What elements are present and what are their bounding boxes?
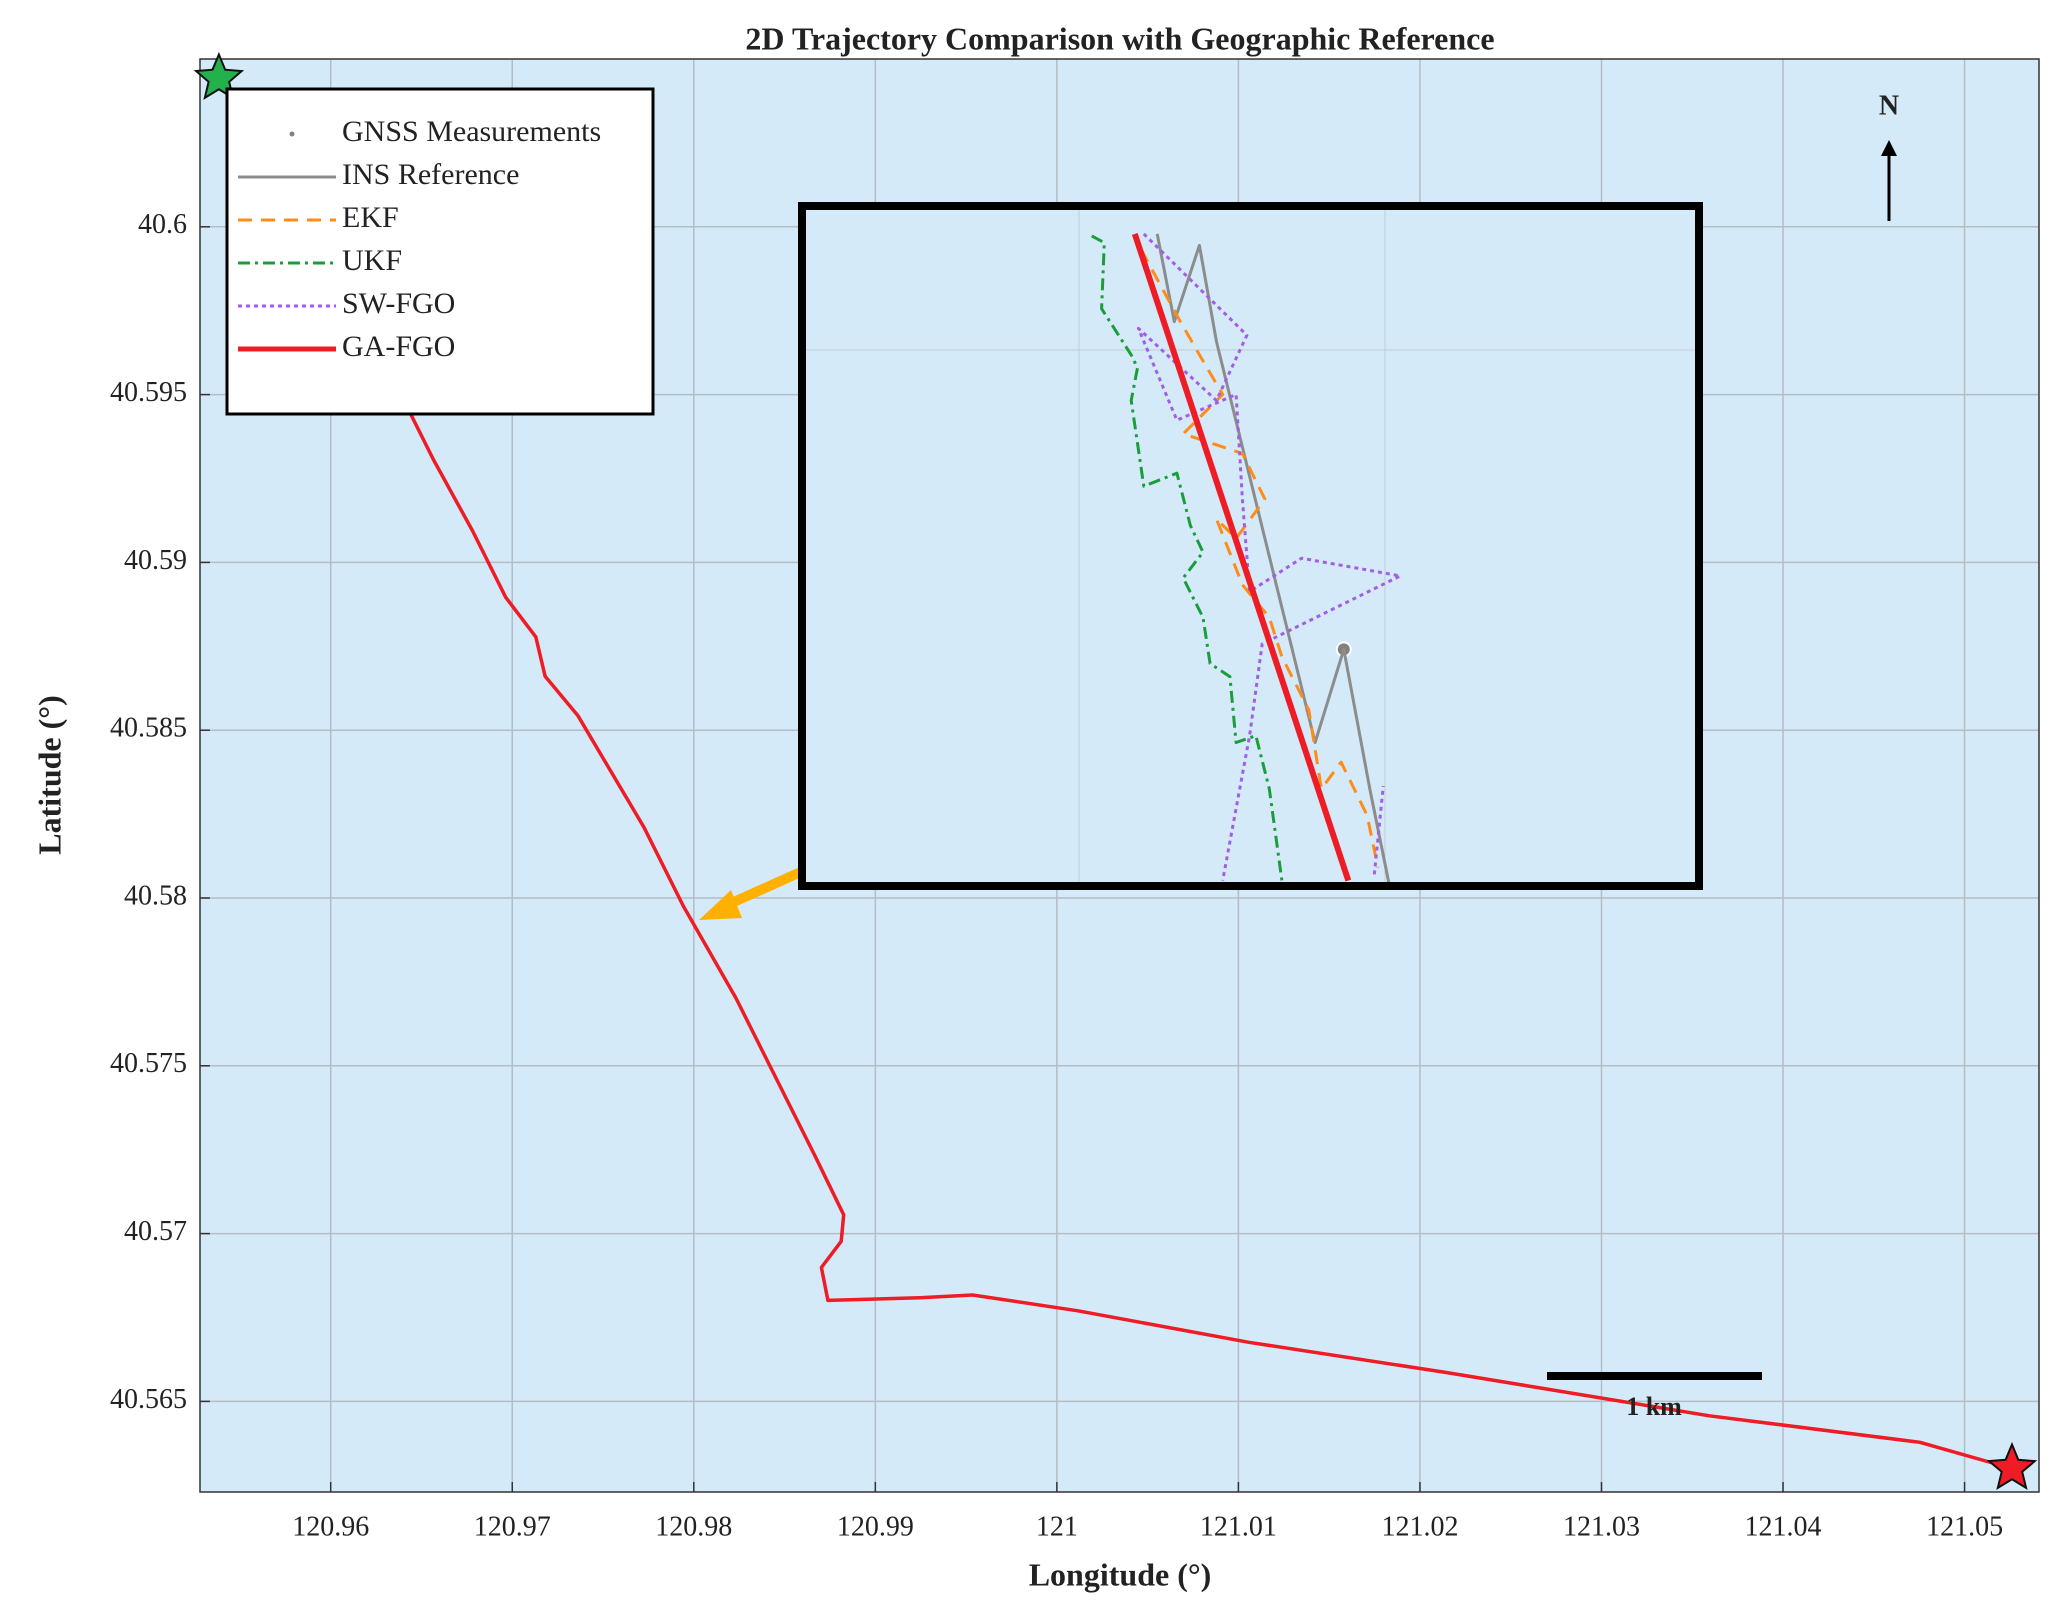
plot-frame <box>199 58 2040 1493</box>
x-tick-label: 120.96 <box>292 1511 369 1542</box>
x-tick-label: 121.03 <box>1563 1511 1640 1542</box>
x-tick-label: 120.97 <box>474 1511 551 1542</box>
north-arrow-head <box>1881 140 1897 156</box>
x-axis-label: Longitude (°) <box>1029 1556 1212 1592</box>
end-marker <box>1986 1441 2038 1491</box>
inset-line <box>1155 233 1391 887</box>
x-tick-label: 121.02 <box>1381 1511 1458 1542</box>
inset-line <box>1136 232 1402 881</box>
y-tick-label: 40.58 <box>124 880 187 911</box>
y-tick-label: 40.575 <box>110 1048 187 1079</box>
start-marker <box>193 51 245 101</box>
y-tick-label: 40.57 <box>124 1216 187 1247</box>
y-tick-label: 40.565 <box>110 1384 187 1415</box>
legend-box <box>225 87 655 416</box>
chart-title: 2D Trajectory Comparison with Geographic… <box>745 20 1494 56</box>
legend-label: INS Reference <box>342 158 519 191</box>
x-tick-label: 121 <box>1036 1511 1078 1542</box>
y-tick-label: 40.6 <box>138 209 187 240</box>
x-tick-label: 121.05 <box>1926 1511 2003 1542</box>
x-tick-label: 121.01 <box>1200 1511 1277 1542</box>
legend-label: UKF <box>342 244 402 277</box>
inset-background <box>802 206 1699 886</box>
legend-label: GA-FGO <box>342 330 455 363</box>
north-label: N <box>1879 90 1899 121</box>
zoom-arrow <box>720 865 810 911</box>
y-tick-label: 40.59 <box>124 545 187 576</box>
y-tick-label: 40.585 <box>110 713 187 744</box>
zoom-arrow-head <box>699 890 742 920</box>
x-tick-label: 120.99 <box>837 1511 914 1542</box>
legend-marker <box>289 131 295 137</box>
trajectory-line <box>217 77 2013 1471</box>
x-tick-label: 120.98 <box>655 1511 732 1542</box>
y-tick-label: 40.595 <box>110 377 187 408</box>
inset-line <box>1090 234 1284 881</box>
inset-line <box>1139 248 1380 868</box>
y-axis-label: Latitude (°) <box>31 695 67 854</box>
scale-label: 1 km <box>1626 1392 1682 1421</box>
inset-frame <box>798 202 1703 890</box>
legend-label: EKF <box>342 201 399 234</box>
legend-label: GNSS Measurements <box>342 115 601 148</box>
inset-line <box>1131 232 1352 882</box>
x-tick-label: 121.04 <box>1745 1511 1822 1542</box>
legend-label: SW-FGO <box>342 287 455 320</box>
